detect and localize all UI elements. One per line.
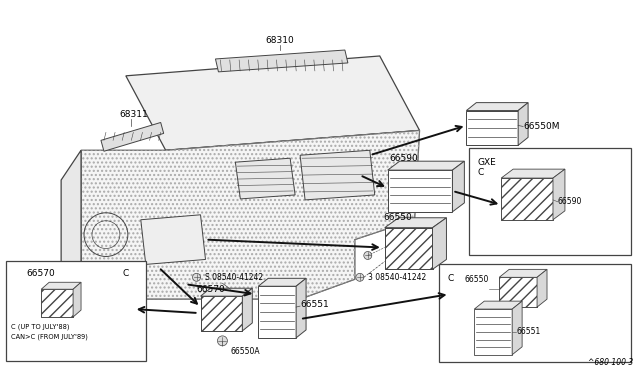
Bar — [440, 264, 630, 362]
Circle shape — [193, 273, 200, 281]
Polygon shape — [467, 110, 518, 145]
Polygon shape — [385, 228, 433, 269]
Text: GXE: GXE — [477, 158, 496, 167]
Bar — [469, 148, 630, 256]
Polygon shape — [474, 309, 512, 355]
Polygon shape — [126, 56, 420, 150]
Polygon shape — [467, 103, 528, 110]
Text: 66551: 66551 — [516, 327, 540, 336]
Polygon shape — [200, 288, 252, 296]
Text: 68310: 68310 — [266, 36, 294, 45]
Text: C: C — [447, 274, 454, 283]
Polygon shape — [41, 289, 73, 317]
Polygon shape — [61, 150, 81, 299]
Polygon shape — [296, 278, 306, 338]
Polygon shape — [388, 170, 452, 212]
Text: 68311: 68311 — [119, 109, 148, 119]
Polygon shape — [499, 269, 547, 277]
Circle shape — [218, 336, 227, 346]
Text: ^680 100 3: ^680 100 3 — [588, 357, 634, 367]
Circle shape — [364, 251, 372, 259]
Polygon shape — [474, 301, 522, 309]
Text: 66590: 66590 — [558, 198, 582, 206]
Text: CAN>C (FROM JULY'89): CAN>C (FROM JULY'89) — [12, 334, 88, 340]
Polygon shape — [499, 277, 537, 307]
Polygon shape — [81, 131, 420, 299]
Text: C (UP TO JULY'88): C (UP TO JULY'88) — [12, 324, 70, 330]
Polygon shape — [216, 50, 348, 72]
Polygon shape — [73, 282, 81, 317]
Text: 66550: 66550 — [384, 213, 412, 222]
Text: 66550: 66550 — [465, 275, 489, 284]
Polygon shape — [452, 161, 465, 212]
Text: 66570: 66570 — [196, 285, 225, 294]
Text: C: C — [123, 269, 129, 278]
Text: 66550A: 66550A — [230, 347, 260, 356]
Text: 66590: 66590 — [390, 154, 419, 163]
Bar — [6, 262, 146, 361]
Polygon shape — [501, 178, 553, 220]
Polygon shape — [385, 218, 447, 228]
Polygon shape — [512, 301, 522, 355]
Polygon shape — [537, 269, 547, 307]
Polygon shape — [243, 288, 252, 331]
Polygon shape — [259, 278, 306, 286]
Polygon shape — [259, 286, 296, 338]
Polygon shape — [236, 158, 295, 199]
Polygon shape — [388, 161, 465, 170]
Polygon shape — [101, 122, 164, 151]
Text: 66570: 66570 — [26, 269, 55, 278]
Polygon shape — [501, 169, 565, 178]
Polygon shape — [200, 296, 243, 331]
Circle shape — [356, 273, 364, 281]
Polygon shape — [433, 218, 447, 269]
Polygon shape — [141, 215, 205, 264]
Text: 66550M: 66550M — [523, 122, 559, 131]
Polygon shape — [553, 169, 565, 220]
Text: C: C — [477, 168, 484, 177]
Text: S 08540-41242: S 08540-41242 — [205, 273, 262, 282]
Text: 3 08540-41242: 3 08540-41242 — [368, 273, 426, 282]
Polygon shape — [518, 103, 528, 145]
Text: 66551: 66551 — [300, 299, 329, 309]
Polygon shape — [41, 282, 81, 289]
Polygon shape — [300, 150, 375, 200]
